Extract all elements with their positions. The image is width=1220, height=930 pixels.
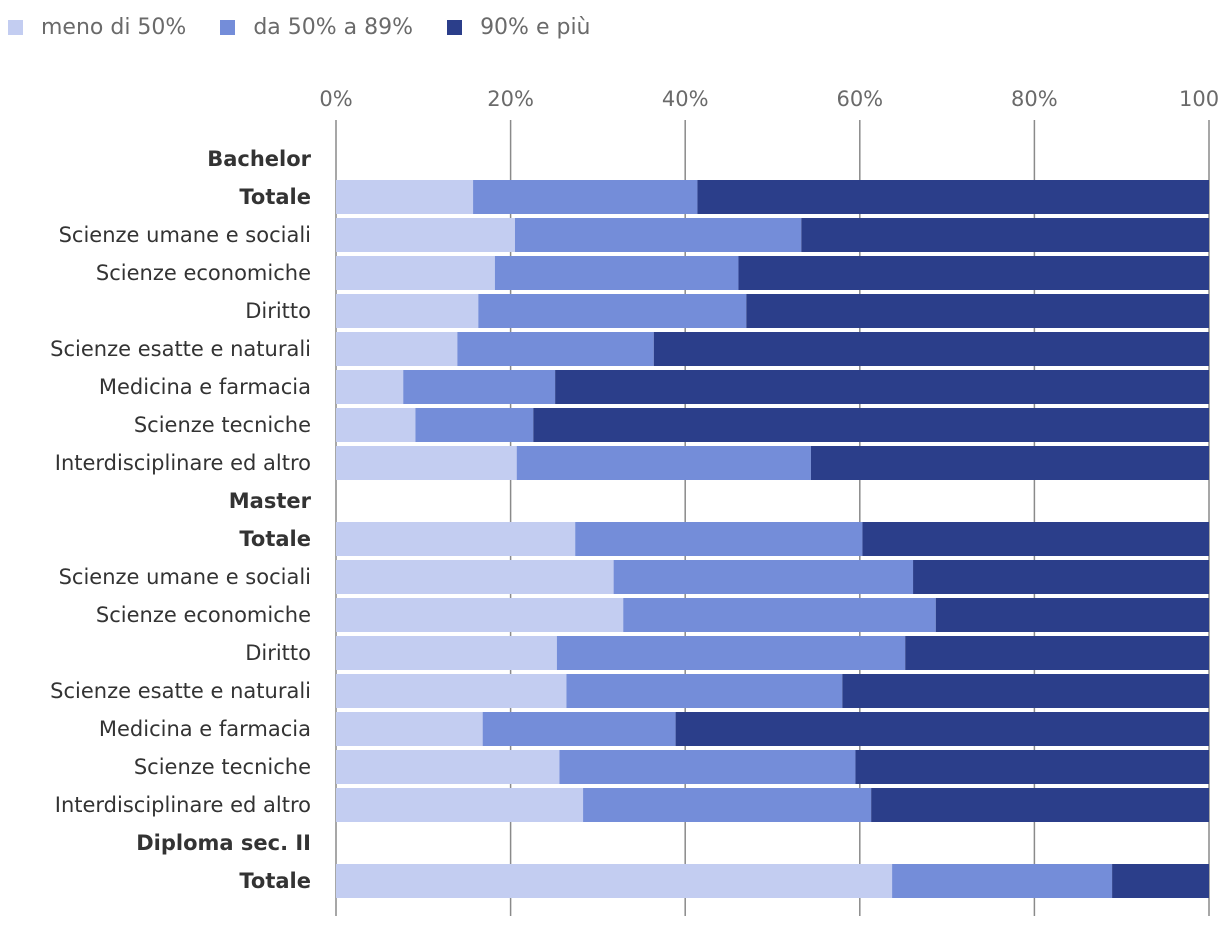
legend-label-90-e-piu: 90% e più xyxy=(480,14,591,40)
bar-segment xyxy=(801,218,1209,252)
bar-segment xyxy=(675,712,1209,746)
category-label: Totale xyxy=(239,527,311,551)
bar-segment xyxy=(482,712,676,746)
bar-segment xyxy=(336,598,624,632)
bar-segment xyxy=(478,294,747,328)
bar-segment xyxy=(336,180,474,214)
bar-segment xyxy=(336,256,495,290)
bar-segment xyxy=(473,180,698,214)
bar-segment xyxy=(871,788,1209,822)
bar-segment xyxy=(738,256,1209,290)
x-tick-label: 80% xyxy=(1011,87,1058,111)
bar-segment xyxy=(905,636,1209,670)
bar-segment xyxy=(697,180,1209,214)
x-tick-label: 20% xyxy=(487,87,534,111)
bar-segment xyxy=(935,598,1209,632)
legend-swatch-meno-di-50 xyxy=(8,19,23,35)
category-label: Interdisciplinare ed altro xyxy=(55,451,311,475)
bar-segment xyxy=(913,560,1209,594)
bar-segment xyxy=(746,294,1209,328)
bar-segment xyxy=(556,636,906,670)
x-tick-label: 40% xyxy=(662,87,709,111)
bar-segment xyxy=(336,446,517,480)
bar-segment xyxy=(559,750,856,784)
x-tick-label: 100% xyxy=(1179,87,1220,111)
chart-legend: meno di 50% da 50% a 89% 90% e più xyxy=(8,10,625,44)
category-label: Scienze esatte e naturali xyxy=(50,679,311,703)
category-label: Totale xyxy=(239,185,311,209)
bar-segment xyxy=(336,712,483,746)
bar-segment xyxy=(457,332,654,366)
bar-segment xyxy=(336,370,404,404)
bar-segment xyxy=(613,560,914,594)
bar-segment xyxy=(892,864,1113,898)
legend-label-da-50-a-89: da 50% a 89% xyxy=(253,14,414,40)
legend-item-90-e-piu: 90% e più xyxy=(447,14,591,40)
bar-segment xyxy=(336,864,893,898)
category-label: Interdisciplinare ed altro xyxy=(55,793,311,817)
bar-segment xyxy=(810,446,1209,480)
legend-swatch-da-50-a-89 xyxy=(220,19,236,35)
bar-segment xyxy=(623,598,936,632)
legend-item-da-50-a-89: da 50% a 89% xyxy=(220,15,413,40)
bar-segment xyxy=(1112,864,1209,898)
bar-segment xyxy=(403,370,556,404)
bar-segment xyxy=(862,522,1209,556)
category-label: Totale xyxy=(239,869,311,893)
bar-segment xyxy=(336,674,567,708)
bar-segment xyxy=(555,370,1209,404)
category-label: Scienze tecniche xyxy=(134,755,311,779)
bar-segment xyxy=(575,522,863,556)
category-label: Scienze umane e sociali xyxy=(59,223,311,247)
category-label: Master xyxy=(229,489,312,513)
bar-segment xyxy=(583,788,872,822)
legend-swatch-90-e-piu xyxy=(447,19,463,35)
bar-segment xyxy=(336,750,560,784)
bar-segment xyxy=(566,674,843,708)
bar-segment xyxy=(336,294,479,328)
legend-item-meno-di-50: meno di 50% xyxy=(8,15,186,40)
bar-segment xyxy=(336,218,515,252)
bar-segment xyxy=(533,408,1209,442)
category-label: Medicina e farmacia xyxy=(99,717,311,741)
category-label: Medicina e farmacia xyxy=(99,375,311,399)
category-label: Scienze economiche xyxy=(96,261,311,285)
category-label: Scienze economiche xyxy=(96,603,311,627)
bar-segment xyxy=(336,522,576,556)
bar-segment xyxy=(842,674,1209,708)
bar-segment xyxy=(516,446,811,480)
bar-segment xyxy=(494,256,739,290)
category-label: Diritto xyxy=(245,299,311,323)
legend-label-meno-di-50: meno di 50% xyxy=(41,14,187,40)
bar-segment xyxy=(855,750,1209,784)
bar-segment xyxy=(514,218,802,252)
bar-segment xyxy=(415,408,534,442)
x-tick-label: 60% xyxy=(836,87,883,111)
bar-segment xyxy=(336,560,614,594)
category-label: Diritto xyxy=(245,641,311,665)
bar-segment xyxy=(336,332,458,366)
bar-segment xyxy=(336,408,416,442)
category-label: Scienze tecniche xyxy=(134,413,311,437)
category-label: Scienze esatte e naturali xyxy=(50,337,311,361)
x-tick-label: 0% xyxy=(319,87,352,111)
category-label: Diploma sec. II xyxy=(136,831,311,855)
bar-segment xyxy=(336,788,584,822)
bar-segment xyxy=(336,636,557,670)
category-label: Scienze umane e sociali xyxy=(59,565,311,589)
category-label: Bachelor xyxy=(207,147,311,171)
bar-segment xyxy=(653,332,1209,366)
